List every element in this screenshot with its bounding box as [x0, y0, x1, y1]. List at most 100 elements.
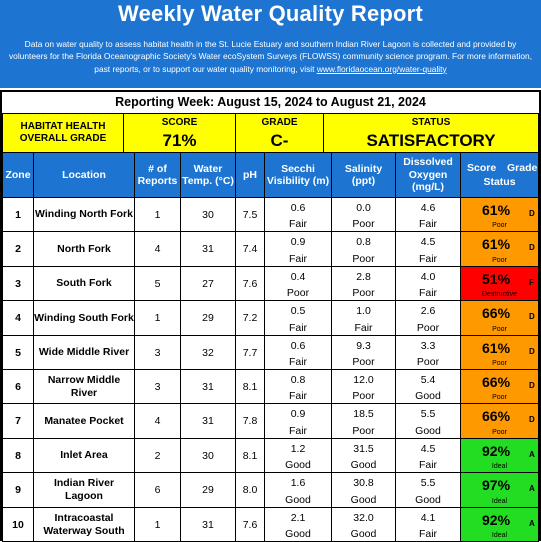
- grade-value: A: [529, 519, 535, 528]
- temp-cell: 30: [180, 197, 236, 232]
- oxygen-condition: Poor: [416, 356, 440, 368]
- oxygen-value: 4.0: [420, 271, 436, 283]
- location-cell: Wide Middle River: [33, 335, 135, 370]
- status-label: STATUS: [411, 117, 451, 128]
- location-name: Narrow Middle River: [47, 373, 121, 399]
- secchi-value: 2.1: [290, 512, 306, 524]
- grade-value: A: [529, 450, 535, 459]
- score-value: 92%: [482, 443, 511, 459]
- temp-cell: 31: [180, 507, 236, 542]
- salinity-value: 12.0: [353, 374, 374, 386]
- score-value: 61%: [482, 340, 511, 356]
- secchi-cell: 1.6 Good: [264, 472, 332, 508]
- score-value: 61%: [482, 236, 511, 252]
- oxygen-value: 4.6: [420, 202, 436, 214]
- ph-cell: 7.5: [235, 197, 265, 232]
- salinity-value: 18.5: [353, 408, 374, 420]
- ph-cell: 8.1: [235, 438, 265, 473]
- salinity-condition: Poor: [352, 390, 375, 402]
- secchi-value: 1.2: [290, 443, 306, 455]
- header-banner: Weekly Water Quality Report Data on wate…: [0, 0, 541, 88]
- reporting-week: Reporting Week: August 15, 2024 to Augus…: [115, 95, 426, 109]
- reports-cell: 6: [134, 472, 181, 508]
- zone-cell: 2: [2, 231, 34, 267]
- zone-cell: 5: [2, 335, 34, 370]
- oxygen-condition: Fair: [418, 459, 438, 471]
- salinity-value: 1.0: [356, 305, 371, 317]
- score-value: 66%: [482, 408, 511, 424]
- salinity-condition: Poor: [352, 356, 375, 368]
- score-label: SCORE: [161, 117, 198, 128]
- oxygen-value: 5.5: [420, 477, 436, 489]
- status-cell: STATUS SATISFACTORY: [323, 113, 539, 153]
- oxygen-value: 3.3: [420, 340, 436, 352]
- salinity-cell: 0.0 Poor: [331, 197, 396, 232]
- reports-cell: 4: [134, 403, 181, 439]
- grade-value: D: [529, 381, 535, 390]
- secchi-cell: 0.5 Fair: [264, 300, 332, 336]
- ph-cell: 7.2: [235, 300, 265, 336]
- score-grade-status-cell: 92% A Ideal: [460, 438, 539, 473]
- salinity-condition: Poor: [352, 253, 375, 265]
- col-header-status: Status: [483, 176, 516, 188]
- score-value: 66%: [482, 305, 511, 321]
- oxygen-value: 4.5: [420, 236, 436, 248]
- status-value: Poor: [492, 360, 507, 367]
- ph-cell: 7.4: [235, 231, 265, 267]
- zone-cell: 8: [2, 438, 34, 473]
- salinity-value: 31.5: [353, 443, 374, 455]
- oxygen-condition: Fair: [418, 253, 438, 265]
- secchi-value: 0.9: [290, 408, 306, 420]
- zone-cell: 7: [2, 403, 34, 439]
- location-cell: South Fork: [33, 266, 135, 301]
- score-value: 61%: [482, 202, 511, 218]
- reports-cell: 2: [134, 438, 181, 473]
- salinity-cell: 30.8 Good: [331, 472, 396, 508]
- oxygen-condition: Good: [415, 494, 441, 506]
- temp-cell: 27: [180, 266, 236, 301]
- location-name: Winding North Fork: [35, 208, 133, 220]
- description-text: Data on water quality to assess habitat …: [8, 39, 533, 74]
- oxygen-condition: Good: [415, 390, 441, 402]
- grade-value: F: [529, 278, 534, 287]
- location-cell: Winding South Fork: [33, 300, 135, 336]
- oxygen-cell: 5.5 Good: [395, 472, 461, 508]
- location-cell: Inlet Area: [33, 438, 135, 473]
- score-grade-status-cell: 51% F Destructive: [460, 266, 539, 301]
- reports-cell: 4: [134, 231, 181, 267]
- ph-cell: 7.6: [235, 507, 265, 542]
- secchi-cell: 0.9 Fair: [264, 403, 332, 439]
- temp-cell: 31: [180, 369, 236, 404]
- header-description: Data on water quality to assess habitat …: [6, 38, 535, 75]
- secchi-cell: 2.1 Good: [264, 507, 332, 542]
- salinity-value: 0.0: [356, 202, 371, 214]
- secchi-value: 1.6: [290, 477, 306, 489]
- oxygen-cell: 2.6 Poor: [395, 300, 461, 336]
- oxygen-cell: 4.0 Fair: [395, 266, 461, 301]
- location-cell: Intracoastal Waterway South: [33, 507, 135, 542]
- col-header-location: Location: [33, 152, 135, 198]
- oxygen-cell: 5.4 Good: [395, 369, 461, 404]
- secchi-condition: Fair: [288, 425, 308, 437]
- secchi-value: 0.8: [290, 374, 306, 386]
- salinity-value: 9.3: [356, 340, 371, 352]
- score-value: 97%: [482, 477, 511, 493]
- water-quality-link[interactable]: www.floridaocean.org/water-quality: [316, 63, 447, 74]
- secchi-condition: Good: [285, 494, 311, 506]
- oxygen-value: 2.6: [420, 305, 436, 317]
- score-grade-status-cell: 61% D Poor: [460, 335, 539, 370]
- reports-cell: 1: [134, 507, 181, 542]
- location-cell: Indian River Lagoon: [33, 472, 135, 508]
- salinity-cell: 12.0 Poor: [331, 369, 396, 404]
- salinity-cell: 0.8 Poor: [331, 231, 396, 267]
- temp-cell: 31: [180, 231, 236, 267]
- col-header-temp: Water Temp. (°C): [180, 152, 236, 198]
- secchi-cell: 0.9 Fair: [264, 231, 332, 267]
- oxygen-value: 4.5: [420, 443, 436, 455]
- secchi-cell: 0.4 Poor: [264, 266, 332, 301]
- location-name: Intracoastal Waterway South: [43, 511, 125, 537]
- secchi-value: 0.9: [290, 236, 306, 248]
- oxygen-condition: Good: [415, 425, 441, 437]
- oxygen-value: 4.1: [420, 512, 436, 524]
